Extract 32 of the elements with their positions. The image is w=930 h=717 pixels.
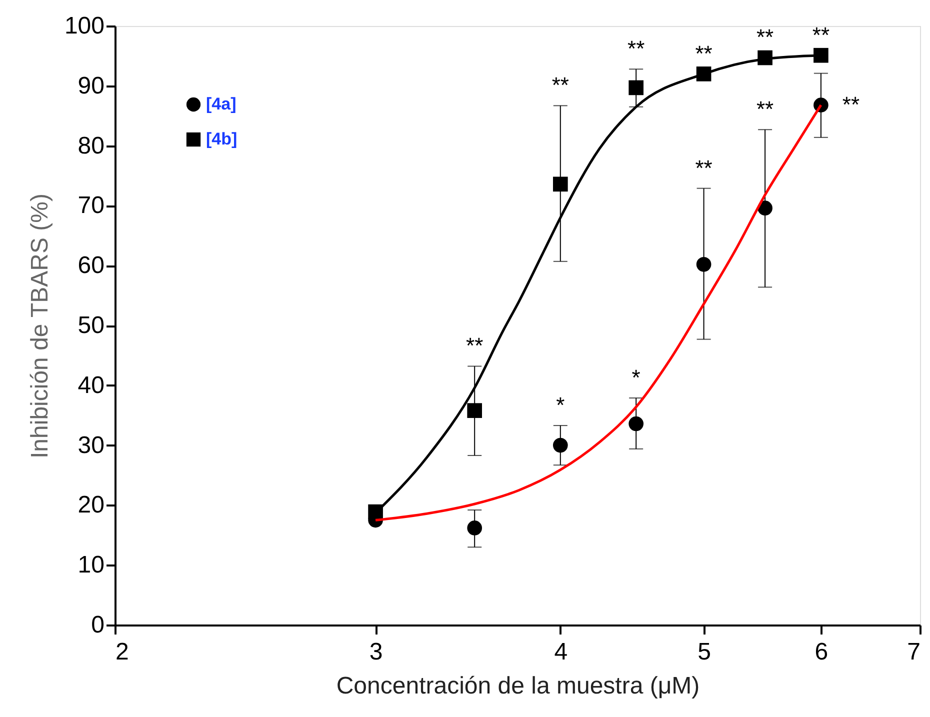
- y-axis-title: Inhibición de TBARS (%): [26, 193, 54, 459]
- annotation: **: [695, 40, 713, 66]
- x-tick-label: 5: [698, 638, 711, 666]
- y-tick-label: 30: [78, 432, 104, 459]
- y-tick-label: 90: [78, 72, 104, 100]
- y-tick-label: 50: [78, 312, 104, 339]
- legend-label: [4a]: [206, 94, 236, 114]
- y-tick-label: 40: [78, 372, 104, 399]
- x-tick-label: 6: [814, 638, 828, 666]
- annotation: **: [812, 22, 830, 48]
- y-tick-label: 0: [91, 612, 104, 638]
- x-tick-label: 7: [907, 638, 920, 666]
- x-tick-label: 2: [116, 638, 129, 666]
- annotation: *: [632, 364, 641, 390]
- x-tick-label: 4: [554, 638, 568, 666]
- annotation: **: [466, 333, 484, 358]
- annotation: *: [556, 392, 566, 418]
- annotation: **: [842, 92, 860, 118]
- y-tick-label: 60: [78, 252, 104, 280]
- y-tick-label: 80: [78, 132, 104, 160]
- annotation: **: [756, 24, 774, 50]
- annotation: **: [628, 36, 646, 62]
- y-tick-label: 100: [64, 12, 104, 40]
- annotation: **: [552, 72, 570, 98]
- y-tick-label: 70: [78, 192, 104, 220]
- x-tick-label: 3: [369, 638, 383, 666]
- y-tick-label: 10: [78, 552, 104, 579]
- x-axis-title: Concentración de la muestra (μM): [336, 672, 700, 700]
- y-tick-label: 20: [78, 492, 104, 519]
- annotation: **: [695, 155, 713, 180]
- annotation: **: [756, 96, 774, 122]
- legend-label: [4b]: [206, 130, 238, 148]
